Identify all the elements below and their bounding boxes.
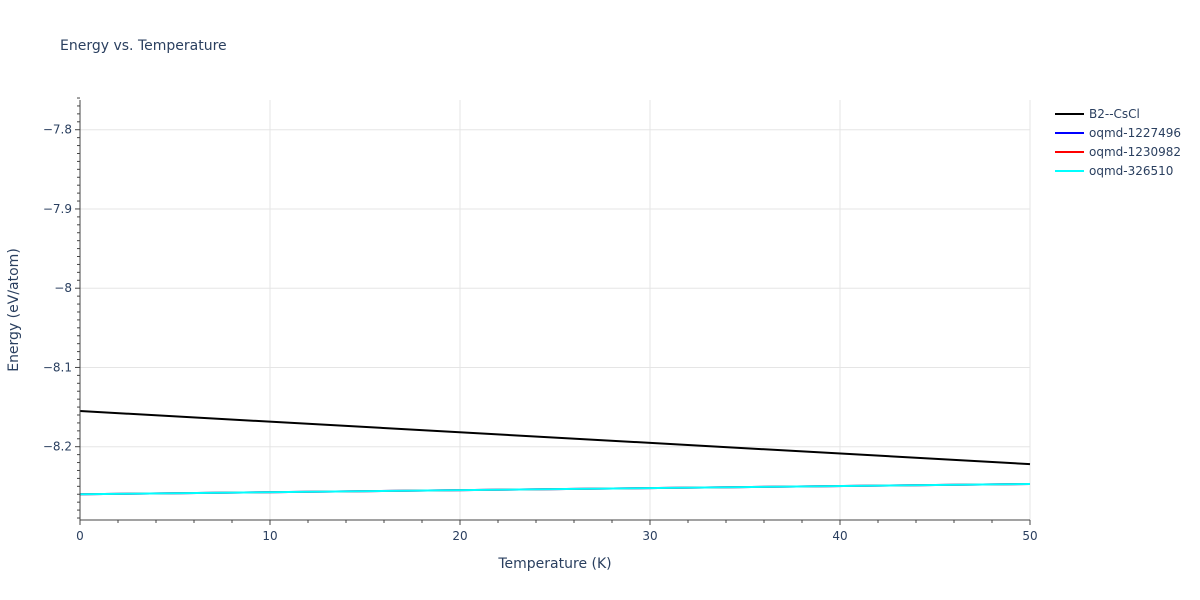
y-tick-label: −8 — [54, 281, 72, 295]
legend-label: oqmd-326510 — [1089, 164, 1173, 178]
x-tick-label: 40 — [832, 529, 847, 543]
x-axis-label: Temperature (K) — [497, 556, 611, 572]
series-line-1 — [79, 410, 1031, 466]
x-tick-label: 20 — [452, 529, 467, 543]
legend-label: oqmd-1230982 — [1089, 145, 1181, 159]
legend: B2--CsCl oqmd-1227496 oqmd-1230982 oqmd-326… — [1055, 107, 1181, 178]
y-tick-label: −8.1 — [43, 360, 72, 374]
chart-title: Energy vs. Temperature — [60, 38, 227, 54]
y-tick-label: −8.2 — [43, 440, 72, 454]
x-tick-label: 10 — [262, 529, 277, 543]
grid — [80, 100, 1031, 520]
x-tick-label: 0 — [76, 529, 84, 543]
x-axis-ticks: 0 10 20 30 40 50 — [76, 529, 1037, 543]
axes — [75, 97, 1031, 525]
y-axis-label: Energy (eV/atom) — [6, 248, 22, 372]
y-axis-ticks: −7.8 −7.9 −8 −8.1 −8.2 — [43, 123, 72, 454]
legend-label: oqmd-1227496 — [1089, 126, 1181, 140]
x-tick-label: 50 — [1022, 529, 1037, 543]
legend-label: B2--CsCl — [1089, 107, 1140, 121]
series-line-4 — [79, 482, 1031, 496]
y-tick-label: −7.8 — [43, 123, 72, 137]
plot-area — [79, 410, 1031, 496]
y-tick-label: −7.9 — [43, 202, 72, 216]
x-tick-label: 30 — [642, 529, 657, 543]
